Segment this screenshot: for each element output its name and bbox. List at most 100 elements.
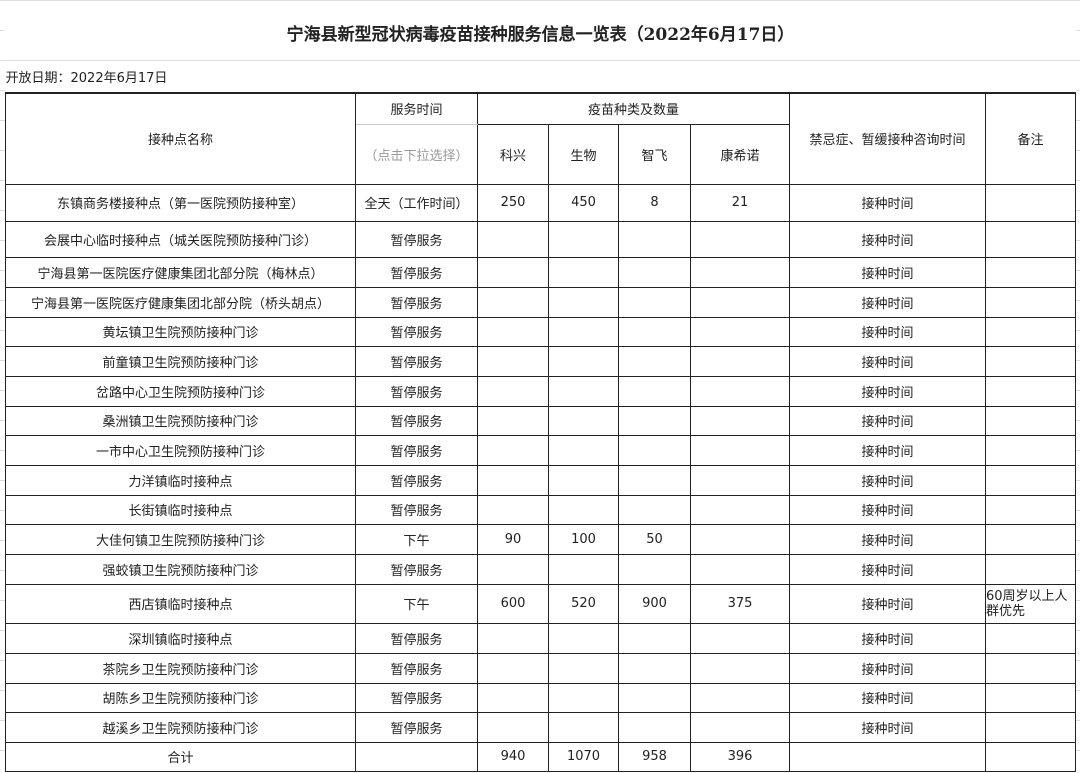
header-zhifei[interactable]: 智飞 xyxy=(618,123,691,185)
cell-remark[interactable] xyxy=(985,286,1076,318)
cell-remark[interactable] xyxy=(985,622,1076,654)
cell-kangxinuo[interactable] xyxy=(690,345,790,377)
cell-shengwu[interactable]: 100 xyxy=(548,523,619,555)
cell-remark[interactable]: 60周岁以上人群优先 xyxy=(985,583,1076,624)
cell-kexing[interactable] xyxy=(477,345,549,377)
cell-kangxinuo[interactable]: 21 xyxy=(690,183,790,222)
cell-time[interactable]: 暂停服务 xyxy=(355,464,478,496)
cell-site[interactable]: 一市中心卫生院预防接种门诊 xyxy=(5,434,356,466)
cell-time[interactable]: 暂停服务 xyxy=(355,345,478,377)
cell-zhifei[interactable] xyxy=(618,316,691,347)
cell-consult[interactable]: 接种时间 xyxy=(789,682,986,713)
cell-shengwu[interactable] xyxy=(548,464,619,496)
cell-zhifei[interactable]: 958 xyxy=(618,741,691,772)
cell-shengwu[interactable] xyxy=(548,345,619,377)
cell-time[interactable]: 暂停服务 xyxy=(355,316,478,347)
cell-remark[interactable] xyxy=(985,494,1076,525)
cell-kangxinuo[interactable] xyxy=(690,286,790,318)
cell-kexing[interactable] xyxy=(477,464,549,496)
cell-time[interactable]: 全天（工作时间） xyxy=(355,183,478,222)
cell-shengwu[interactable] xyxy=(548,494,619,525)
cell-shengwu[interactable] xyxy=(548,434,619,466)
cell-zhifei[interactable] xyxy=(618,375,691,407)
cell-consult[interactable]: 接种时间 xyxy=(789,375,986,407)
cell-shengwu[interactable] xyxy=(548,375,619,407)
cell-remark[interactable] xyxy=(985,711,1076,743)
cell-time[interactable]: 暂停服务 xyxy=(355,220,478,258)
cell-kangxinuo[interactable] xyxy=(690,622,790,654)
cell-remark[interactable] xyxy=(985,741,1076,772)
cell-zhifei[interactable]: 50 xyxy=(618,523,691,555)
cell-time[interactable]: 暂停服务 xyxy=(355,375,478,407)
cell-kangxinuo[interactable] xyxy=(690,711,790,743)
cell-kangxinuo[interactable] xyxy=(690,553,790,585)
header-kexing[interactable]: 科兴 xyxy=(477,123,549,185)
cell-kexing[interactable] xyxy=(477,316,549,347)
cell-site[interactable]: 东镇商务楼接种点（第一医院预防接种室） xyxy=(5,183,356,222)
cell-site[interactable]: 越溪乡卫生院预防接种门诊 xyxy=(5,711,356,743)
cell-kangxinuo[interactable] xyxy=(690,220,790,258)
cell-zhifei[interactable] xyxy=(618,220,691,258)
cell-site[interactable]: 大佳何镇卫生院预防接种门诊 xyxy=(5,523,356,555)
cell-remark[interactable] xyxy=(985,682,1076,713)
header-service-time[interactable]: 服务时间 xyxy=(355,92,478,125)
cell-consult[interactable]: 接种时间 xyxy=(789,622,986,654)
cell-shengwu[interactable] xyxy=(548,405,619,436)
cell-consult[interactable]: 接种时间 xyxy=(789,316,986,347)
cell-remark[interactable] xyxy=(985,220,1076,258)
cell-zhifei[interactable] xyxy=(618,711,691,743)
header-remark[interactable]: 备注 xyxy=(985,92,1076,185)
sheet-title[interactable]: 宁海县新型冠状病毒疫苗接种服务信息一览表（2022年6月17日） xyxy=(5,4,1076,61)
cell-remark[interactable] xyxy=(985,652,1076,684)
cell-site[interactable]: 岔路中心卫生院预防接种门诊 xyxy=(5,375,356,407)
cell-time[interactable]: 暂停服务 xyxy=(355,256,478,288)
cell-kangxinuo[interactable] xyxy=(690,682,790,713)
cell-kangxinuo[interactable] xyxy=(690,316,790,347)
cell-time[interactable]: 暂停服务 xyxy=(355,652,478,684)
cell-kexing[interactable] xyxy=(477,682,549,713)
header-service-hint[interactable]: （点击下拉选择） xyxy=(355,123,478,185)
cell-kexing[interactable]: 250 xyxy=(477,183,549,222)
header-consult[interactable]: 禁忌症、暂缓接种咨询时间 xyxy=(789,92,986,185)
cell-site[interactable]: 力洋镇临时接种点 xyxy=(5,464,356,496)
cell-shengwu[interactable] xyxy=(548,682,619,713)
cell-time[interactable]: 暂停服务 xyxy=(355,553,478,585)
cell-zhifei[interactable] xyxy=(618,405,691,436)
cell-consult[interactable]: 接种时间 xyxy=(789,553,986,585)
cell-consult[interactable]: 接种时间 xyxy=(789,523,986,555)
cell-zhifei[interactable] xyxy=(618,256,691,288)
cell-site[interactable]: 胡陈乡卫生院预防接种门诊 xyxy=(5,682,356,713)
cell-kexing[interactable]: 90 xyxy=(477,523,549,555)
cell-time[interactable]: 暂停服务 xyxy=(355,494,478,525)
cell-kexing[interactable] xyxy=(477,434,549,466)
cell-kangxinuo[interactable] xyxy=(690,256,790,288)
cell-kangxinuo[interactable] xyxy=(690,494,790,525)
cell-consult[interactable]: 接种时间 xyxy=(789,405,986,436)
cell-remark[interactable] xyxy=(985,434,1076,466)
cell-shengwu[interactable] xyxy=(548,652,619,684)
cell-shengwu[interactable] xyxy=(548,622,619,654)
header-site[interactable]: 接种点名称 xyxy=(5,92,356,185)
cell-remark[interactable] xyxy=(985,375,1076,407)
cell-kexing[interactable] xyxy=(477,553,549,585)
cell-kexing[interactable]: 600 xyxy=(477,583,549,624)
header-shengwu[interactable]: 生物 xyxy=(548,123,619,185)
cell-site[interactable]: 桑洲镇卫生院预防接种门诊 xyxy=(5,405,356,436)
cell-remark[interactable] xyxy=(985,345,1076,377)
cell-time[interactable]: 暂停服务 xyxy=(355,286,478,318)
cell-time[interactable]: 暂停服务 xyxy=(355,434,478,466)
cell-zhifei[interactable] xyxy=(618,682,691,713)
cell-consult[interactable]: 接种时间 xyxy=(789,220,986,258)
cell-remark[interactable] xyxy=(985,405,1076,436)
cell-remark[interactable] xyxy=(985,553,1076,585)
cell-kexing[interactable] xyxy=(477,711,549,743)
cell-site[interactable]: 强蛟镇卫生院预防接种门诊 xyxy=(5,553,356,585)
cell-zhifei[interactable] xyxy=(618,494,691,525)
cell-kangxinuo[interactable] xyxy=(690,375,790,407)
cell-time[interactable]: 暂停服务 xyxy=(355,405,478,436)
cell-consult[interactable]: 接种时间 xyxy=(789,464,986,496)
cell-zhifei[interactable] xyxy=(618,345,691,377)
cell-shengwu[interactable]: 520 xyxy=(548,583,619,624)
cell-consult[interactable]: 接种时间 xyxy=(789,345,986,377)
cell-kangxinuo[interactable]: 396 xyxy=(690,741,790,772)
